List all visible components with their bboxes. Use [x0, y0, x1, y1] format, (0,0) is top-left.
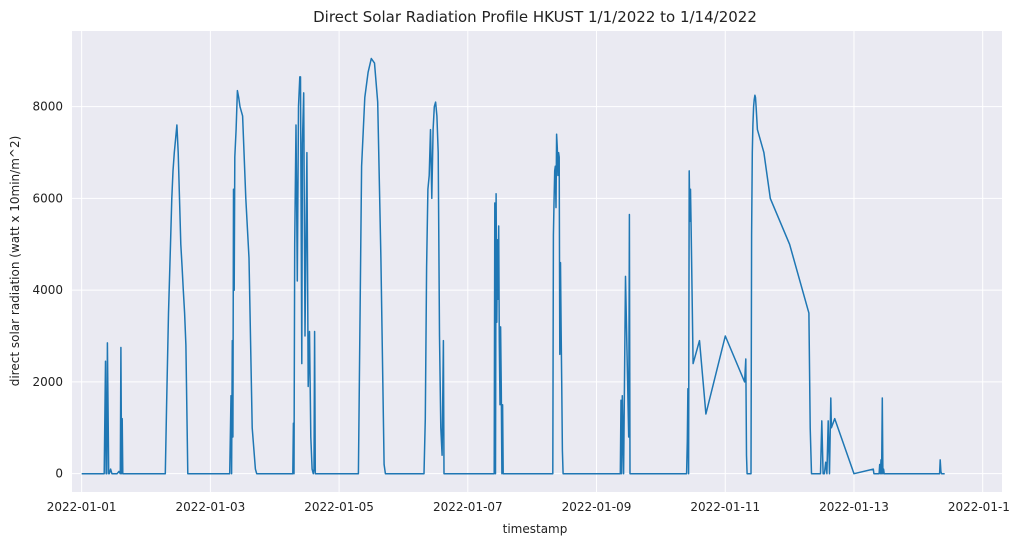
y-tick-label: 0 — [55, 467, 63, 481]
x-axis-label: timestamp — [503, 522, 568, 536]
y-tick-label: 4000 — [32, 283, 63, 297]
x-tick-label: 2022-01-07 — [433, 500, 503, 514]
x-tick-label: 2022-01-01 — [47, 500, 117, 514]
chart-title: Direct Solar Radiation Profile HKUST 1/1… — [313, 8, 757, 26]
y-tick-label: 6000 — [32, 191, 63, 205]
x-tick-label: 2022-01-13 — [819, 500, 889, 514]
x-tick-label: 2022-01-11 — [690, 500, 760, 514]
x-tick-label: 2022-01-03 — [175, 500, 245, 514]
series-line-direct-solar-radiation — [81, 57, 945, 475]
y-axis-label: direct solar radiation (watt x 10min/m^2… — [8, 136, 22, 387]
x-tick-labels: 2022-01-01 2022-01-03 2022-01-05 2022-01-07… — [47, 500, 1010, 514]
y-tick-label: 8000 — [32, 100, 63, 114]
y-tick-label: 2000 — [32, 375, 63, 389]
x-tick-label: 2022-01-05 — [304, 500, 374, 514]
x-tick-label: 2022-01-09 — [562, 500, 632, 514]
y-tick-labels: 0 2000 4000 6000 8000 — [32, 100, 63, 481]
plot-background — [72, 31, 1002, 492]
x-tick-label: 2022-01-15 — [948, 500, 1010, 514]
